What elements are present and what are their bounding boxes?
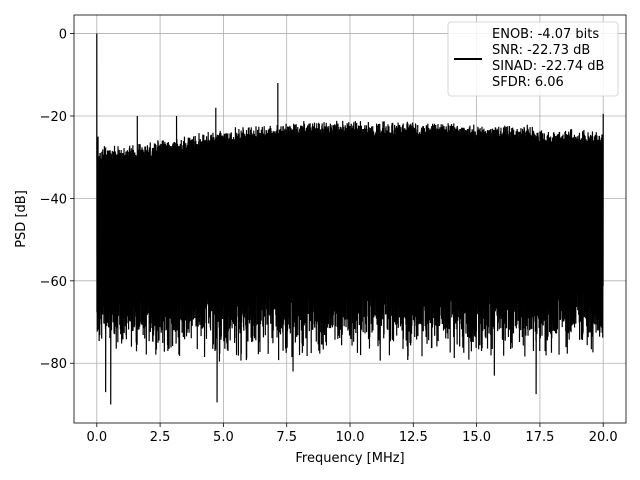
- x-tick-label: 2.5: [150, 430, 171, 445]
- legend-entry-line: SFDR: 6.06: [492, 75, 564, 90]
- y-tick-label: −80: [40, 357, 67, 372]
- x-axis: 0.0 2.5 5.0 7.5 10.0 12.5 15.0 17.5 20.0: [86, 423, 618, 445]
- y-tick-label: −60: [40, 275, 67, 290]
- x-tick-label: 7.5: [276, 430, 297, 445]
- y-tick-label: 0: [59, 28, 67, 43]
- legend-entry-line: SINAD: -22.74 dB: [492, 59, 604, 74]
- x-tick-label: 5.0: [213, 430, 234, 445]
- x-tick-label: 10.0: [336, 430, 365, 445]
- x-tick-label: 0.0: [86, 430, 107, 445]
- x-tick-label: 15.0: [462, 430, 491, 445]
- y-axis-label: PSD [dB]: [14, 190, 29, 248]
- series-psd: [96, 33, 604, 405]
- legend-entry-line: SNR: -22.73 dB: [492, 43, 590, 58]
- legend-box: [447, 21, 619, 97]
- x-tick-label: 12.5: [399, 430, 428, 445]
- legend-entry-line: ENOB: -4.07 bits: [492, 27, 599, 42]
- x-tick-label: 17.5: [525, 430, 554, 445]
- x-tick-label: 20.0: [589, 430, 618, 445]
- psd-line: [96, 33, 604, 405]
- y-tick-label: −20: [40, 110, 67, 125]
- x-axis-label: Frequency [MHz]: [295, 451, 404, 466]
- y-tick-label: −40: [40, 192, 67, 207]
- y-axis: 0 −20 −40 −60 −80: [40, 28, 74, 372]
